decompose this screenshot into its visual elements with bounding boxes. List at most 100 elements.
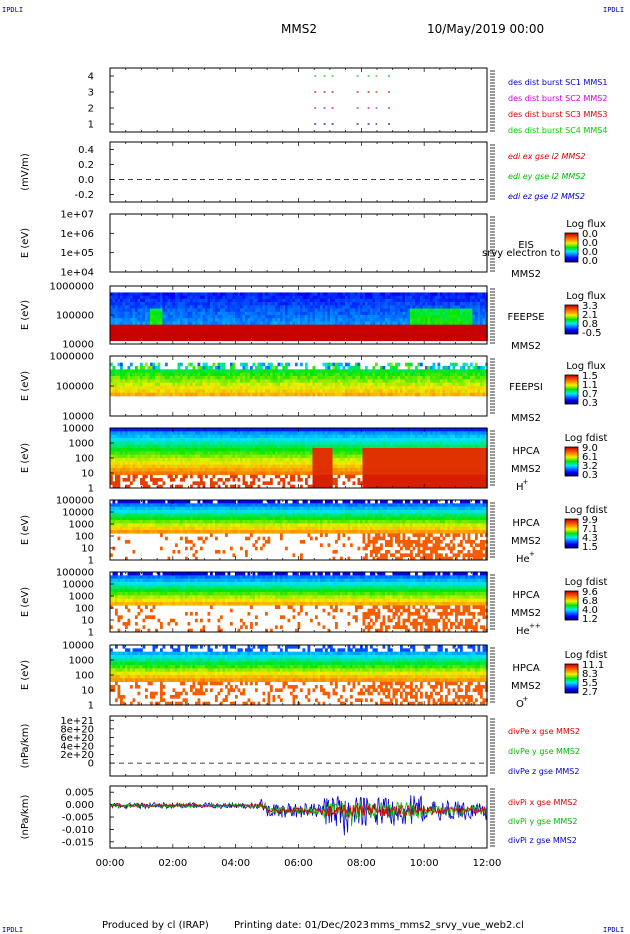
- colorbar-swatch-feepsi: [565, 393, 578, 395]
- heatmap-cell-feepsi: [440, 372, 443, 377]
- heatmap-cell-feepsi: [285, 376, 288, 380]
- heatmap-cell-feepsi: [110, 372, 113, 377]
- heatmap-cell-feepsi: [257, 366, 261, 370]
- heatmap-cell-feepse: [122, 315, 126, 319]
- heatmap-cell-hpca_h: [127, 438, 131, 442]
- heatmap-cell-feepsi: [220, 369, 223, 373]
- heatmap-cell-feepsi: [172, 392, 176, 397]
- heatmap-cell-feepse: [270, 327, 273, 332]
- heatmap-cell-hpca_h: [180, 484, 183, 489]
- heatmap-cell-feepse: [392, 334, 396, 338]
- heatmap-cell-feepse: [122, 327, 126, 332]
- heatmap-cell-hpca_h: [167, 474, 171, 479]
- heatmap-cell-feepse: [332, 298, 336, 303]
- heatmap-cell-feepse: [160, 292, 163, 296]
- heatmap-cell-feepse: [222, 327, 226, 332]
- heatmap-cell-feepsi: [240, 376, 243, 380]
- heatmap-cell-feepse: [460, 292, 463, 296]
- heatmap-cell-hpca_h: [210, 448, 213, 452]
- heatmap-cell-feepse: [315, 302, 318, 306]
- heatmap-cell-feepsi: [310, 372, 313, 377]
- heatmap-cell-feepse: [285, 305, 288, 309]
- heatmap-cell-feepse: [172, 337, 176, 342]
- heatmap-cell-feepsi: [262, 389, 266, 393]
- heatmap-cell-feepsi: [362, 392, 366, 397]
- heatmap-cell-feepsi: [210, 392, 213, 397]
- heatmap-cell-feepse: [237, 298, 241, 303]
- heatmap-cell-feepse: [302, 315, 306, 319]
- heatmap-cell-hpca_h: [212, 438, 216, 442]
- heatmap-cell-feepse: [465, 331, 468, 335]
- heatmap-cell-feepse: [420, 298, 423, 303]
- heatmap-cell-hpca_h: [222, 448, 226, 452]
- heatmap-cell-feepse: [320, 311, 323, 316]
- heatmap-cell-feepse: [142, 295, 146, 300]
- heatmap-cell-hpca_h: [125, 428, 128, 432]
- heatmap-cell-feepse: [252, 318, 256, 322]
- heatmap-cell-feepse: [300, 337, 303, 342]
- heatmap-cell-hpca_h: [195, 444, 198, 449]
- colorbar-swatch-feepse: [565, 309, 578, 311]
- heatmap-cell-feepse: [300, 321, 303, 325]
- heatmap-cell-feepsi: [470, 369, 473, 373]
- heatmap-cell-feepse: [207, 305, 211, 309]
- heatmap-cell-hpca_h: [117, 471, 121, 475]
- heatmap-cell-feepse: [170, 292, 173, 296]
- heatmap-cell-feepse: [235, 305, 238, 309]
- heatmap-cell-feepse: [242, 334, 246, 338]
- heatmap-cell-feepse: [387, 337, 391, 342]
- heatmap-cell-feepsi: [192, 376, 196, 380]
- heatmap-cell-hpca_h: [237, 458, 241, 462]
- colorbar-swatch-feepse: [565, 317, 578, 319]
- heatmap-cell-feepse: [317, 295, 321, 300]
- heatmap-cell-feepsi: [240, 386, 243, 390]
- heatmap-cell-feepse: [357, 321, 361, 325]
- heatmap-cell-feepsi: [352, 376, 356, 380]
- heatmap-cell-hpca_h: [135, 428, 138, 432]
- heatmap-cell-feepse: [250, 305, 253, 309]
- heatmap-cell-feepsi: [145, 372, 148, 377]
- heatmap-cell-hpca_h: [130, 461, 133, 465]
- heatmap-cell-feepsi: [450, 389, 453, 393]
- heatmap-cell-feepsi: [327, 369, 331, 373]
- heatmap-cell-feepsi: [277, 379, 281, 383]
- heatmap-cell-feepse: [140, 302, 143, 306]
- heatmap-cell-feepsi: [232, 386, 236, 390]
- heatmap-cell-feepsi: [405, 376, 408, 380]
- heatmap-cell-feepsi: [445, 376, 448, 380]
- heatmap-cell-feepsi: [420, 389, 423, 393]
- heatmap-cell-feepsi: [162, 389, 166, 393]
- heatmap-cell-feepse: [435, 315, 438, 319]
- heatmap-cell-hpca_h: [117, 458, 121, 462]
- heatmap-cell-feepse: [152, 292, 156, 296]
- heatmap-cell-feepse: [185, 295, 188, 300]
- heatmap-cell-feepsi: [370, 369, 373, 373]
- heatmap-cell-feepsi: [240, 392, 243, 397]
- heatmap-cell-hpca_h: [205, 431, 208, 435]
- heatmap-cell-feepse: [402, 308, 406, 313]
- heatmap-cell-feepse: [317, 302, 321, 306]
- heatmap-cell-feepse: [425, 324, 428, 329]
- heatmap-cell-feepse: [210, 311, 213, 316]
- heatmap-cell-feepse: [280, 324, 283, 329]
- heatmap-cell-feepse: [410, 337, 413, 342]
- heatmap-cell-feepsi: [417, 369, 421, 373]
- heatmap-cell-feepsi: [127, 382, 131, 387]
- heatmap-cell-feepsi: [112, 389, 116, 393]
- heatmap-cell-hpca_h: [212, 451, 216, 455]
- heatmap-cell-feepse: [122, 302, 126, 306]
- heatmap-cell-hpca_h: [205, 464, 208, 469]
- heatmap-cell-feepse: [262, 331, 266, 335]
- heatmap-cell-feepsi: [157, 386, 161, 390]
- heatmap-cell-feepse: [132, 337, 136, 342]
- heatmap-cell-feepse: [320, 302, 323, 306]
- heatmap-cell-feepsi: [480, 372, 483, 377]
- heatmap-cell-feepse: [310, 305, 313, 309]
- heatmap-cell-hpca_h: [137, 458, 141, 462]
- heatmap-cell-feepse: [340, 311, 343, 316]
- heatmap-cell-hpca_h: [230, 431, 233, 435]
- heatmap-cell-hpca_h: [115, 448, 118, 452]
- heatmap-cell-feepse: [172, 334, 176, 338]
- heatmap-cell-feepsi: [357, 386, 361, 390]
- heatmap-cell-feepse: [405, 302, 408, 306]
